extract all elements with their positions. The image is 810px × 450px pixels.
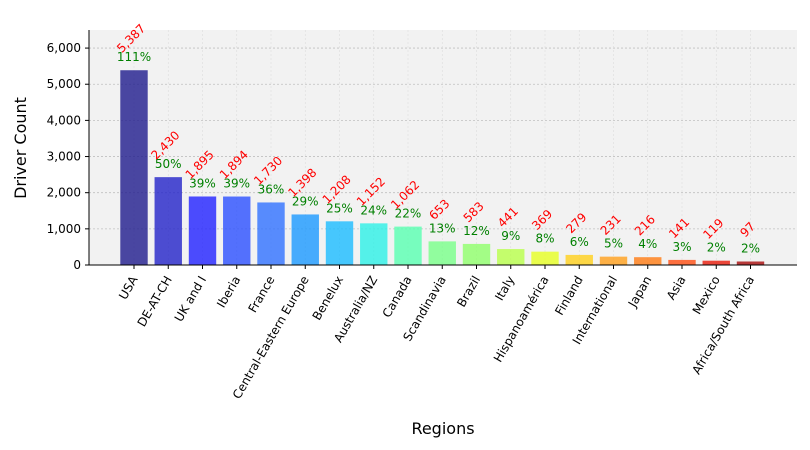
bar <box>360 223 388 265</box>
x-tick-label: Finland <box>552 274 586 318</box>
bar <box>599 256 628 265</box>
percent-label: 13% <box>429 221 456 235</box>
bar <box>291 214 319 265</box>
y-tick-label: 2,000 <box>47 186 81 200</box>
y-tick-label: 4,000 <box>47 113 81 127</box>
bar <box>188 196 217 265</box>
x-tick-label: Mexico <box>690 274 723 317</box>
bar <box>428 241 456 265</box>
y-tick-label: 5,000 <box>47 77 81 91</box>
bar <box>462 243 491 265</box>
percent-label: 9% <box>501 229 520 243</box>
x-tick-label: Central-Eastern Europe <box>230 274 312 402</box>
percent-label: 4% <box>638 237 657 251</box>
percent-label: 24% <box>360 203 387 217</box>
y-tick-label: 0 <box>73 258 81 272</box>
bar <box>634 257 662 265</box>
x-tick-label: Canada <box>380 274 415 321</box>
x-tick-label: UK and I <box>172 274 209 325</box>
bar <box>325 221 354 265</box>
bar <box>257 202 285 265</box>
percent-label: 111% <box>117 50 151 64</box>
bar <box>565 254 593 265</box>
bar <box>120 70 148 265</box>
x-tick-label: Brazil <box>454 274 483 310</box>
percent-label: 6% <box>570 235 589 249</box>
x-tick-label: Benelux <box>310 274 346 323</box>
percent-label: 36% <box>258 182 285 196</box>
grid-lines <box>89 30 797 265</box>
bar <box>154 177 182 265</box>
bar <box>394 226 422 265</box>
bar <box>668 259 696 265</box>
percent-label: 22% <box>395 207 422 221</box>
y-axis-title: Driver Count <box>11 97 30 199</box>
percent-label: 25% <box>326 201 353 215</box>
x-tick-label: Japan <box>625 274 654 311</box>
bar <box>736 261 765 265</box>
percent-label: 8% <box>535 232 554 246</box>
x-tick-label: USA <box>116 273 141 302</box>
y-tick-label: 6,000 <box>47 41 81 55</box>
x-axis-title: Regions <box>411 419 474 438</box>
percent-label: 39% <box>189 176 216 190</box>
bar <box>223 196 251 265</box>
x-tick-label: France <box>246 274 278 316</box>
bar <box>531 251 559 265</box>
x-tick-label: Africa/South Africa <box>689 274 757 377</box>
x-tick-label: Asia <box>664 274 689 303</box>
percent-label: 5% <box>604 237 623 251</box>
x-tick-label: DE-AT-CH <box>135 274 175 330</box>
y-tick-label: 1,000 <box>47 222 81 236</box>
percent-label: 3% <box>672 240 691 254</box>
percent-label: 29% <box>292 194 319 208</box>
percent-label: 2% <box>741 241 760 255</box>
percent-label: 2% <box>707 241 726 255</box>
bar <box>702 260 730 265</box>
percent-label: 39% <box>223 177 250 191</box>
y-tick-label: 3,000 <box>47 150 81 164</box>
bars <box>120 70 765 265</box>
percent-label: 12% <box>463 224 490 238</box>
y-axis-ticks: 0 1,000 2,000 3,000 4,000 5,000 6,000 <box>47 41 89 272</box>
x-tick-label: Iberia <box>214 274 243 311</box>
x-tick-label: Italy <box>492 274 517 304</box>
bar <box>497 249 525 265</box>
percent-label: 50% <box>155 157 182 171</box>
